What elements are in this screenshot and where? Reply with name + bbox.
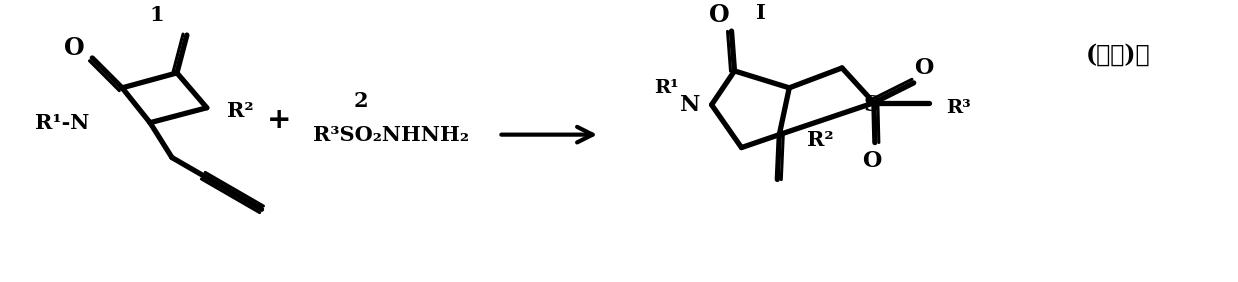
Text: R²: R² [227, 101, 254, 121]
Text: +: + [267, 106, 292, 134]
Text: O: O [862, 149, 881, 171]
Text: I: I [756, 3, 766, 23]
Text: (式一)。: (式一)。 [1086, 43, 1150, 67]
Text: O: O [64, 36, 84, 60]
Text: R³: R³ [947, 99, 971, 117]
Text: R²: R² [807, 130, 833, 150]
Text: N: N [680, 94, 699, 116]
Text: R¹: R¹ [655, 79, 680, 97]
Text: O: O [709, 3, 730, 27]
Text: R³SO₂NHNH₂: R³SO₂NHNH₂ [313, 125, 469, 145]
Text: 2: 2 [354, 91, 369, 111]
Text: R¹-N: R¹-N [35, 113, 89, 133]
Text: O: O [914, 57, 933, 79]
Text: 1: 1 [150, 5, 165, 25]
Text: S: S [864, 94, 880, 116]
